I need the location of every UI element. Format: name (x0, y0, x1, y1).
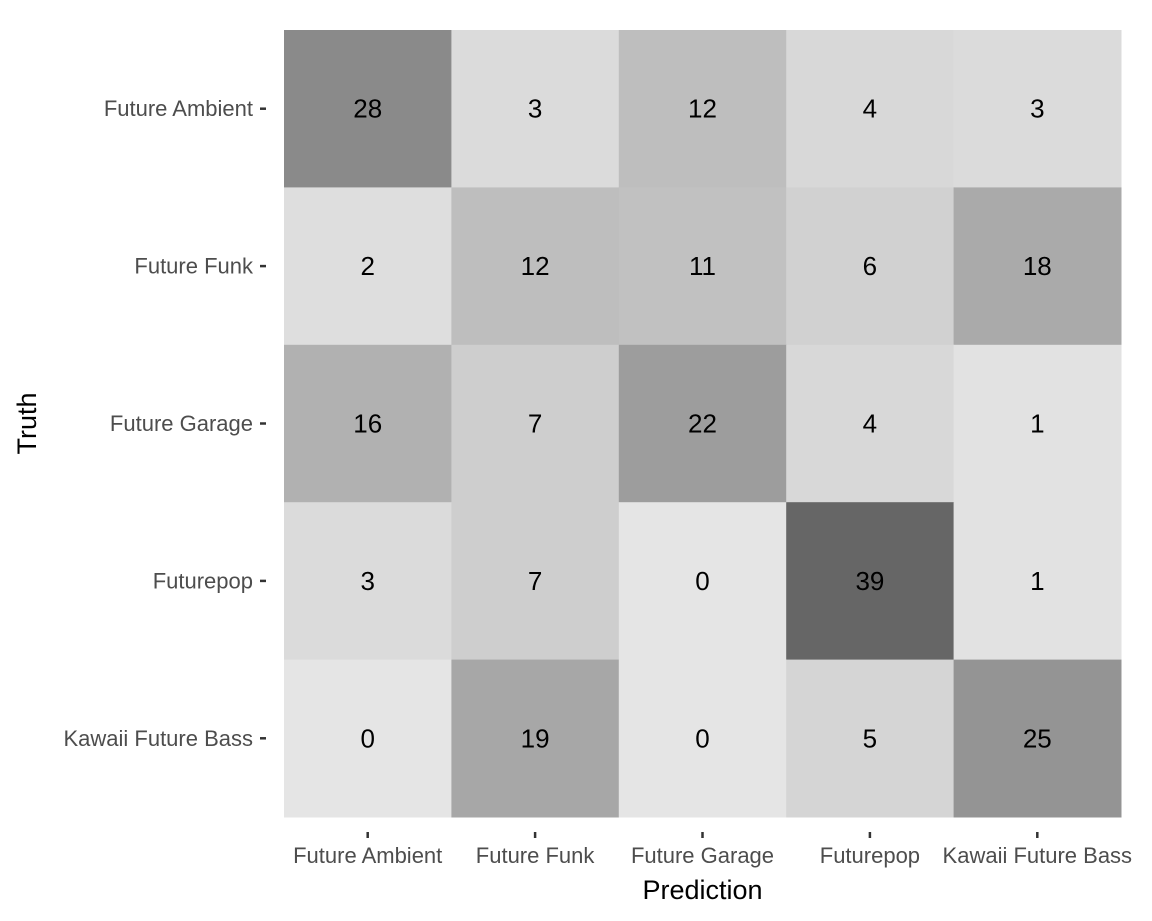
heatmap-cell-future-ambient-kawaii-future-bass (953, 30, 1122, 188)
heatmap-cell-kawaii-future-bass-future-ambient (284, 659, 452, 818)
cell-value-label: 2 (360, 251, 374, 281)
heatmap-cell-future-funk-future-funk (451, 187, 620, 346)
x-tick-label: Kawaii Future Bass (943, 843, 1133, 868)
cell-value-label: 1 (1030, 409, 1044, 439)
y-tick-label: Future Garage (110, 411, 253, 436)
x-tick-label: Future Funk (476, 843, 596, 868)
x-tick-label: Future Garage (631, 843, 774, 868)
heatmap-cell-labels: 28 3 12 4 3 2 12 11 6 18 16 7 22 4 1 3 7 0 39 1 0 19 0 5 25 (353, 94, 1052, 754)
heatmap-cell-future-funk-futurepop (786, 187, 955, 346)
y-tick-label: Future Ambient (104, 96, 253, 121)
cell-value-label: 18 (1023, 251, 1052, 281)
x-axis: Future Ambient Future Funk Future Garage Fu… (293, 832, 1132, 868)
heatmap-cell-kawaii-future-bass-kawaii-future-bass (953, 659, 1122, 818)
cell-value-label: 28 (353, 94, 382, 124)
y-tick-label: Futurepop (153, 568, 253, 593)
heatmap-cell-kawaii-future-bass-future-garage (618, 659, 787, 818)
heatmap-cell-kawaii-future-bass-futurepop (786, 659, 955, 818)
cell-value-label: 22 (688, 409, 717, 439)
cell-value-label: 4 (863, 409, 877, 439)
heatmap-cell-futurepop-future-funk (451, 502, 620, 661)
cell-value-label: 1 (1030, 566, 1044, 596)
x-tick-label: Future Ambient (293, 843, 442, 868)
heatmap-cell-futurepop-future-garage (618, 502, 787, 661)
heatmap-cells (284, 30, 1122, 818)
cell-value-label: 19 (521, 723, 550, 753)
cell-value-label: 0 (360, 723, 374, 753)
cell-value-label: 3 (1030, 94, 1044, 124)
y-axis-title: Truth (12, 392, 42, 454)
heatmap-cell-future-ambient-future-garage (618, 30, 787, 188)
heatmap-cell-future-ambient-future-ambient (284, 30, 452, 188)
cell-value-label: 7 (528, 566, 542, 596)
heatmap-cell-futurepop-kawaii-future-bass (953, 502, 1122, 661)
heatmap-cell-future-ambient-futurepop (786, 30, 955, 188)
cell-value-label: 16 (353, 409, 382, 439)
cell-value-label: 12 (521, 251, 550, 281)
heatmap-cell-futurepop-futurepop (786, 502, 955, 661)
x-axis-title: Prediction (642, 875, 762, 905)
cell-value-label: 0 (695, 723, 709, 753)
heatmap-cell-kawaii-future-bass-future-funk (451, 659, 620, 818)
heatmap-cell-future-garage-futurepop (786, 344, 955, 503)
x-tick-label: Futurepop (820, 843, 920, 868)
cell-value-label: 3 (360, 566, 374, 596)
y-axis: Future Ambient Future Funk Future Garage Fu… (63, 96, 266, 751)
heatmap-cell-future-garage-future-ambient (284, 344, 452, 503)
cell-value-label: 0 (695, 566, 709, 596)
cell-value-label: 6 (863, 251, 877, 281)
heatmap-cell-future-garage-future-garage (618, 344, 787, 503)
cell-value-label: 25 (1023, 723, 1052, 753)
heatmap-cell-future-funk-future-garage (618, 187, 787, 346)
cell-value-label: 11 (689, 251, 716, 281)
cell-value-label: 5 (863, 723, 877, 753)
y-tick-label: Kawaii Future Bass (63, 726, 253, 751)
cell-value-label: 4 (863, 94, 877, 124)
heatmap-cell-future-garage-future-funk (451, 344, 620, 503)
heatmap-cell-future-funk-kawaii-future-bass (953, 187, 1122, 346)
cell-value-label: 12 (688, 94, 717, 124)
heatmap-cell-future-garage-kawaii-future-bass (953, 344, 1122, 503)
cell-value-label: 3 (528, 94, 542, 124)
cell-value-label: 7 (528, 409, 542, 439)
cell-value-label: 39 (855, 566, 884, 596)
y-tick-label: Future Funk (134, 254, 254, 279)
heatmap-cell-futurepop-future-ambient (284, 502, 452, 661)
heatmap-cell-future-ambient-future-funk (451, 30, 620, 188)
heatmap-cell-future-funk-future-ambient (284, 187, 452, 346)
